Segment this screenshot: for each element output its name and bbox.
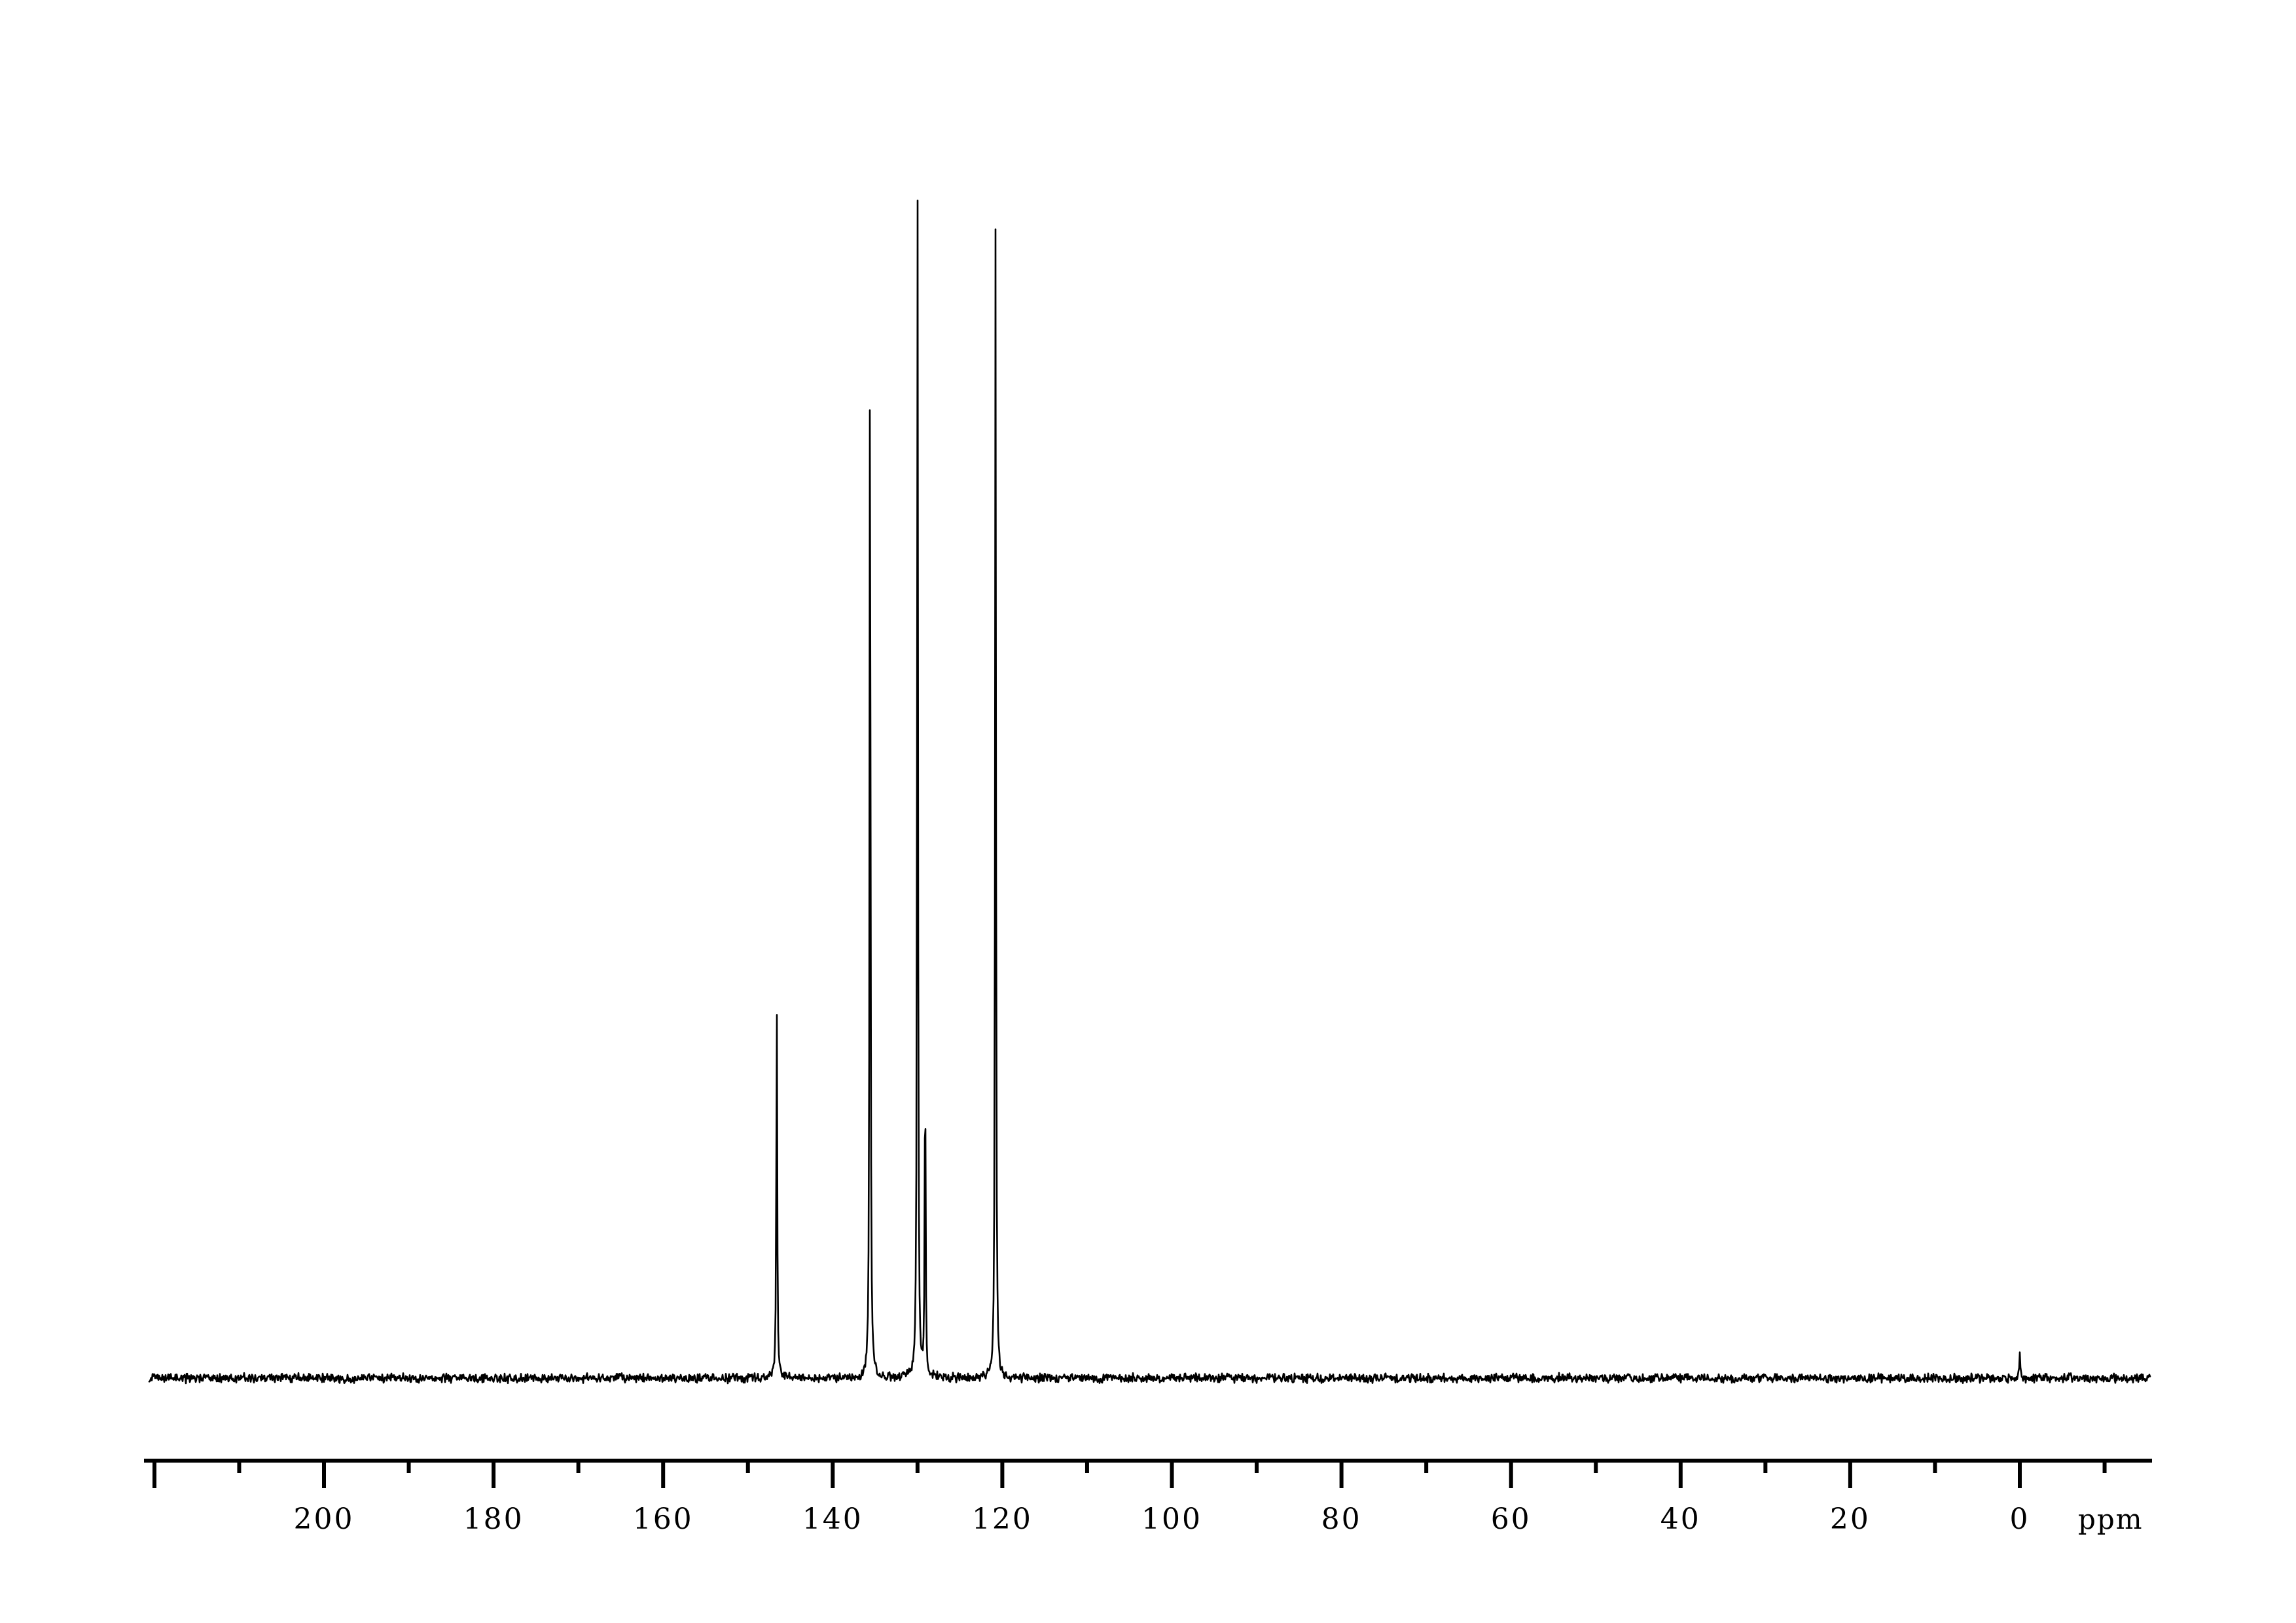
axis-unit-label: ppm (2078, 1503, 2144, 1535)
x-axis-ticks (152, 1461, 2107, 1488)
x-axis-tick-label: 80 (1321, 1503, 1362, 1536)
x-axis-tick-label: 20 (1829, 1503, 1871, 1536)
x-axis-tick-label: 120 (971, 1503, 1033, 1536)
x-axis-group (144, 1459, 2152, 1488)
x-axis-tick-label: 180 (463, 1503, 524, 1536)
x-axis-tick-label: 200 (293, 1503, 355, 1536)
x-axis-tick-label: 60 (1490, 1503, 1532, 1536)
x-axis-tick-label: 100 (1141, 1503, 1202, 1536)
x-axis-tick-label: 160 (632, 1503, 694, 1536)
spectrum-trace (148, 199, 2151, 1385)
x-axis-tick-label: 40 (1660, 1503, 1701, 1536)
spectrum-trace-group (148, 199, 2151, 1385)
x-axis-tick-label: 140 (802, 1503, 863, 1536)
x-axis-tick-label: 0 (2009, 1503, 2030, 1536)
